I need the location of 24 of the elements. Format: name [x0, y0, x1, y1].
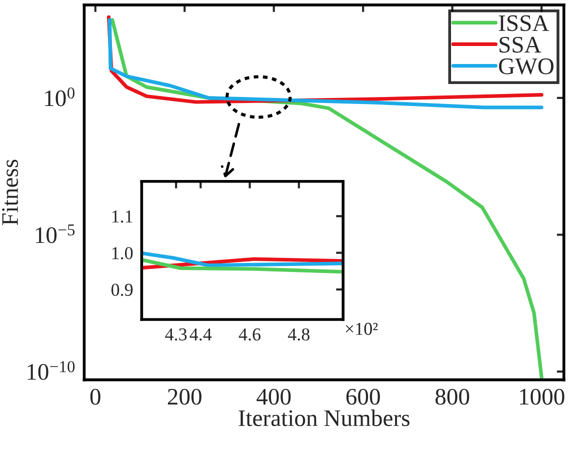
- line-series: [142, 251, 344, 268]
- x-tick-label: 400: [256, 388, 291, 405]
- y-tick-label: 10$^{−5}$: [36, 224, 75, 244]
- y-axis-title: Fitness: [2, 160, 18, 226]
- x-tick-label: 4.4: [190, 328, 212, 341]
- x-tick-label: 600: [346, 388, 380, 405]
- x-tick-label: 4.8: [288, 328, 310, 341]
- x-tick-label: 0: [90, 388, 100, 405]
- x-tick-label: 200: [168, 388, 202, 405]
- line-series: [142, 258, 344, 274]
- y-tick-label: 1.1: [112, 210, 132, 223]
- x-tick-label: 1000: [520, 388, 564, 405]
- x-tick-label: 4.6: [238, 328, 261, 341]
- x-tick-label: 4.3: [165, 328, 187, 341]
- x-axis-title: ×10²: [346, 322, 378, 335]
- y-tick-label: 0.9: [111, 284, 133, 296]
- y-tick-label: 10$^{−10}$: [28, 361, 75, 380]
- legend-label: ISSA: [498, 15, 550, 32]
- y-tick-label: 10$^{0}$: [45, 87, 74, 106]
- x-axis-title: Iteration Numbers: [238, 410, 410, 426]
- x-tick-label: 800: [436, 388, 470, 405]
- y-tick-label: 1.0: [112, 247, 133, 260]
- legend-label: GWO: [499, 58, 554, 74]
- legend-label: SSA: [500, 36, 542, 53]
